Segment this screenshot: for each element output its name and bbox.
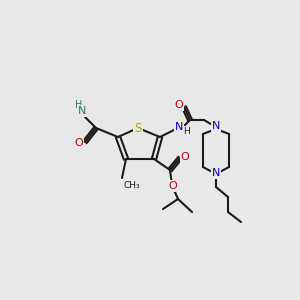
Text: CH₃: CH₃: [124, 181, 141, 190]
Text: N: N: [212, 121, 220, 131]
Text: H: H: [184, 127, 190, 136]
Text: O: O: [169, 181, 177, 191]
Text: O: O: [75, 138, 83, 148]
Text: H: H: [75, 100, 83, 110]
Text: O: O: [181, 152, 189, 162]
Text: N: N: [212, 168, 220, 178]
Text: O: O: [175, 100, 183, 110]
Text: S: S: [134, 122, 142, 134]
Text: N: N: [175, 122, 183, 132]
Text: N: N: [78, 106, 86, 116]
